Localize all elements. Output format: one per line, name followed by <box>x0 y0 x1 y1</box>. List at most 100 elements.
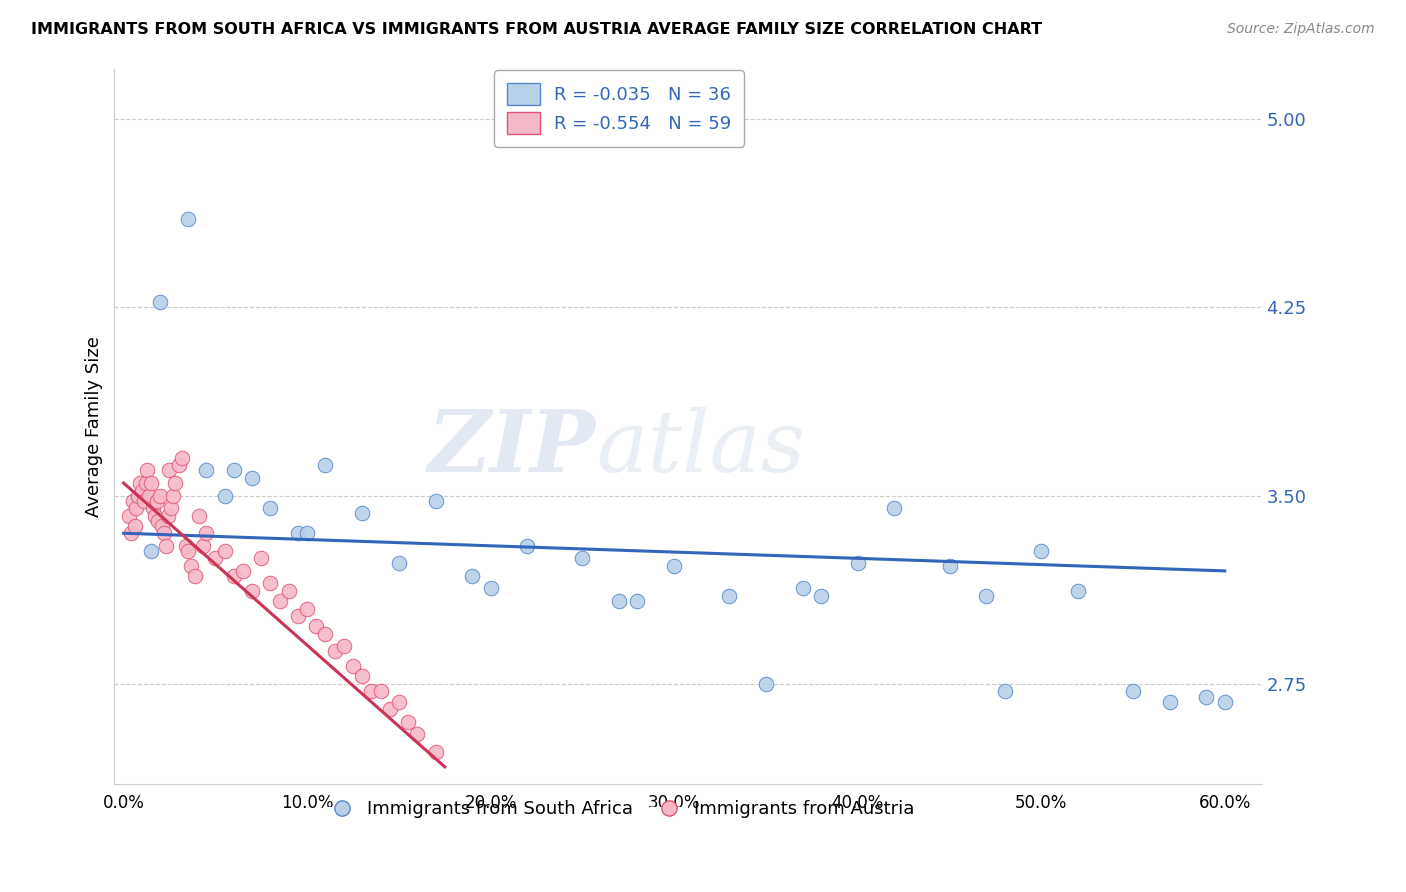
Point <box>883 501 905 516</box>
Point <box>138 489 160 503</box>
Point <box>1213 694 1236 708</box>
Point <box>156 508 179 523</box>
Point <box>269 594 291 608</box>
Point <box>314 626 336 640</box>
Point <box>153 526 176 541</box>
Point <box>792 582 814 596</box>
Point <box>177 212 200 227</box>
Point <box>323 644 346 658</box>
Point <box>204 551 226 566</box>
Point <box>131 483 153 498</box>
Point <box>938 558 960 573</box>
Text: IMMIGRANTS FROM SOUTH AFRICA VS IMMIGRANTS FROM AUSTRIA AVERAGE FAMILY SIZE CORR: IMMIGRANTS FROM SOUTH AFRICA VS IMMIGRAN… <box>31 22 1042 37</box>
Point <box>120 526 142 541</box>
Point <box>259 576 281 591</box>
Point <box>121 493 143 508</box>
Point <box>370 684 392 698</box>
Point <box>396 714 419 729</box>
Point <box>755 677 778 691</box>
Point <box>425 493 447 508</box>
Point <box>160 501 183 516</box>
Point <box>352 669 374 683</box>
Point <box>149 295 172 310</box>
Point <box>425 745 447 759</box>
Point <box>388 557 411 571</box>
Point <box>195 526 218 541</box>
Text: atlas: atlas <box>596 407 806 490</box>
Point <box>974 589 997 603</box>
Point <box>150 518 173 533</box>
Point <box>295 526 318 541</box>
Text: Source: ZipAtlas.com: Source: ZipAtlas.com <box>1227 22 1375 37</box>
Point <box>718 589 741 603</box>
Point <box>163 475 186 490</box>
Point <box>174 539 197 553</box>
Point <box>846 557 869 571</box>
Point <box>388 694 411 708</box>
Point <box>135 475 157 490</box>
Point <box>222 569 245 583</box>
Point <box>191 539 214 553</box>
Point <box>148 514 170 528</box>
Point <box>406 727 429 741</box>
Point <box>195 463 218 477</box>
Point <box>259 501 281 516</box>
Point <box>139 544 162 558</box>
Point <box>139 475 162 490</box>
Y-axis label: Average Family Size: Average Family Size <box>86 336 103 516</box>
Point <box>136 463 159 477</box>
Point <box>127 489 149 503</box>
Point <box>333 640 356 654</box>
Point <box>222 463 245 477</box>
Point <box>305 619 328 633</box>
Point <box>142 501 165 516</box>
Point <box>132 493 155 508</box>
Point <box>214 489 236 503</box>
Point <box>143 508 166 523</box>
Legend: Immigrants from South Africa, Immigrants from Austria: Immigrants from South Africa, Immigrants… <box>316 793 922 825</box>
Point <box>1195 690 1218 704</box>
Point <box>664 558 686 573</box>
Point <box>214 544 236 558</box>
Point <box>240 584 263 599</box>
Point <box>1159 694 1181 708</box>
Point <box>232 564 254 578</box>
Point <box>342 659 364 673</box>
Point <box>129 475 152 490</box>
Point <box>155 539 177 553</box>
Point <box>378 702 401 716</box>
Point <box>167 458 190 473</box>
Point <box>607 594 630 608</box>
Point <box>177 544 200 558</box>
Point <box>1067 584 1090 599</box>
Point <box>118 508 141 523</box>
Point <box>1122 684 1144 698</box>
Point <box>571 551 593 566</box>
Point <box>124 518 146 533</box>
Point <box>287 609 309 624</box>
Point <box>360 684 382 698</box>
Point <box>172 450 194 465</box>
Point <box>180 558 202 573</box>
Point <box>162 489 184 503</box>
Point <box>314 458 336 473</box>
Point <box>295 601 318 615</box>
Point <box>1031 544 1053 558</box>
Point <box>145 493 167 508</box>
Point <box>993 684 1015 698</box>
Point <box>352 506 374 520</box>
Point <box>250 551 273 566</box>
Point <box>479 582 502 596</box>
Point <box>810 589 832 603</box>
Point <box>240 471 263 485</box>
Point <box>125 501 148 516</box>
Point <box>287 526 309 541</box>
Point <box>626 594 648 608</box>
Point <box>184 569 207 583</box>
Point <box>277 584 299 599</box>
Point <box>149 489 172 503</box>
Point <box>516 539 538 553</box>
Point <box>187 508 209 523</box>
Point <box>461 569 484 583</box>
Text: ZIP: ZIP <box>429 406 596 490</box>
